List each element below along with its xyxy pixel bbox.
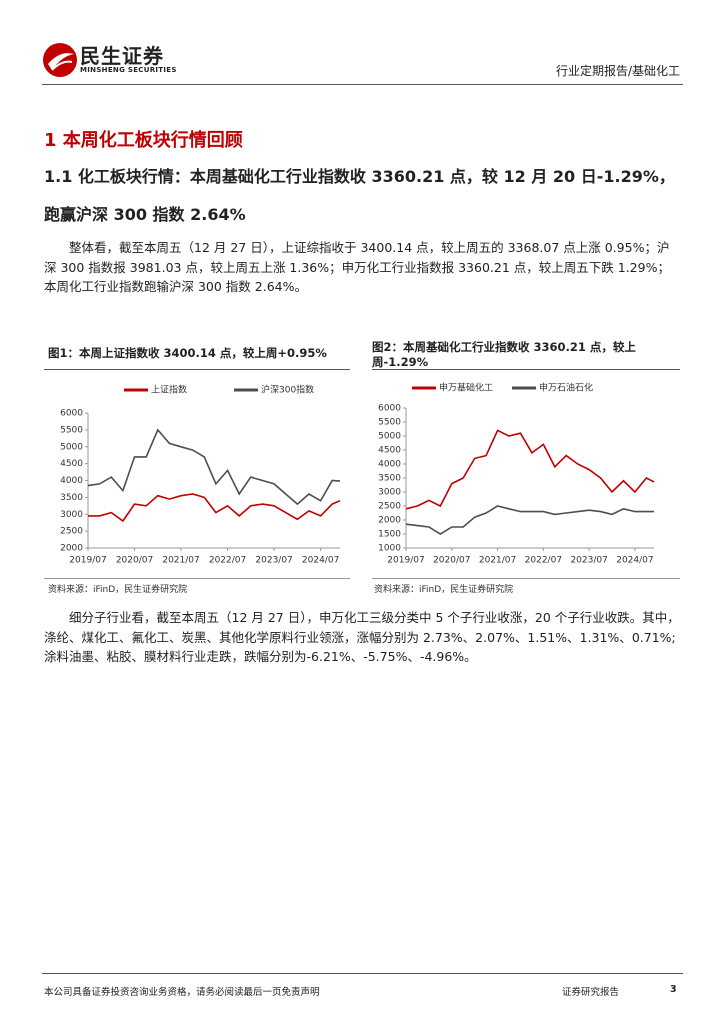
- x-tick-label: 2024/07: [302, 556, 339, 566]
- legend-label: 上证指数: [151, 384, 187, 396]
- y-tick-label: 1500: [378, 530, 401, 540]
- logo-subtext: MINSHENG SECURITIES: [80, 66, 177, 74]
- x-tick-label: 2019/07: [69, 556, 106, 566]
- y-tick-label: 4500: [60, 459, 83, 469]
- y-tick-label: 5500: [378, 418, 401, 428]
- y-tick-label: 1000: [378, 544, 401, 554]
- footer-label: 证券研究报告: [562, 987, 620, 998]
- x-tick-label: 2019/07: [387, 556, 424, 566]
- x-tick-label: 2022/07: [525, 556, 562, 566]
- y-tick-label: 3000: [60, 510, 83, 520]
- legend-label: 申万基础化工: [439, 382, 493, 394]
- figure-caption: 图2：本周基础化工行业指数收 3360.21 点，较上周-1.29%: [372, 340, 636, 369]
- divider: [44, 369, 350, 370]
- chart: 2000 2500 3000 3500 4000 4500 5000 5500 6000 2019…: [60, 384, 341, 566]
- logo-text: 民生证券: [80, 44, 164, 68]
- x-tick-label: 2021/07: [479, 556, 516, 566]
- y-tick-label: 3500: [378, 474, 401, 484]
- paragraph: 细分子行业看，截至本周五（12 月 27 日），申万化工三级分类中 5 个子行业…: [44, 610, 680, 664]
- series-line: [88, 493, 341, 523]
- y-tick-label: 4000: [60, 476, 83, 486]
- x-tick-label: 2021/07: [162, 556, 199, 566]
- series-line: [87, 428, 341, 506]
- y-tick-label: 2000: [378, 516, 401, 526]
- figure-caption: 图1：本周上证指数收 3400.14 点，较上周+0.95%: [48, 346, 327, 360]
- logo-icon: [43, 43, 77, 77]
- disclaimer: 本公司具备证券投资咨询业务资格，请务必阅读最后一页免责声明: [44, 987, 320, 998]
- y-tick-label: 2500: [378, 502, 401, 512]
- divider: [42, 973, 683, 974]
- x-tick-label: 2020/07: [116, 556, 153, 566]
- divider: [372, 369, 680, 370]
- y-tick-label: 3000: [378, 488, 401, 498]
- series-line: [405, 505, 654, 535]
- legend-label: 申万石油石化: [539, 382, 593, 394]
- y-tick-label: 2000: [60, 544, 83, 554]
- section-heading: 1 本周化工板块行情回顾: [44, 130, 243, 151]
- y-tick-label: 6000: [378, 404, 401, 414]
- source-note: 资料来源：iFinD，民生证券研究院: [48, 585, 188, 595]
- y-tick-label: 5000: [60, 442, 83, 452]
- series-line: [405, 429, 655, 510]
- page-number: 3: [670, 984, 677, 995]
- subheading: 1.1 化工板块行情：本周基础化工行业指数收 3360.21 点，较 12 月 …: [44, 167, 675, 224]
- y-tick-label: 4000: [378, 460, 401, 470]
- y-tick-label: 2500: [60, 527, 83, 537]
- source-note: 资料来源：iFinD，民生证券研究院: [374, 585, 514, 595]
- y-tick-label: 5500: [60, 425, 83, 435]
- report-type: 行业定期报告/基础化工: [555, 64, 680, 78]
- x-tick-label: 2022/07: [209, 556, 246, 566]
- legend-label: 沪深300指数: [261, 384, 314, 396]
- y-tick-label: 3500: [60, 493, 83, 503]
- y-tick-label: 6000: [60, 409, 83, 419]
- x-tick-label: 2024/07: [616, 556, 653, 566]
- chart: 1000 1500 2000 2500 3000 3500 4000 4500 5000 5500…: [378, 382, 655, 566]
- x-tick-label: 2023/07: [570, 556, 607, 566]
- divider: [44, 578, 350, 579]
- x-tick-label: 2023/07: [255, 556, 292, 566]
- y-tick-label: 4500: [378, 446, 401, 456]
- divider: [42, 84, 683, 85]
- paragraph: 整体看，截至本周五（12 月 27 日），上证综指收于 3400.14 点，较上…: [44, 240, 670, 294]
- x-tick-label: 2020/07: [433, 556, 470, 566]
- y-tick-label: 5000: [378, 432, 401, 442]
- divider: [372, 578, 680, 579]
